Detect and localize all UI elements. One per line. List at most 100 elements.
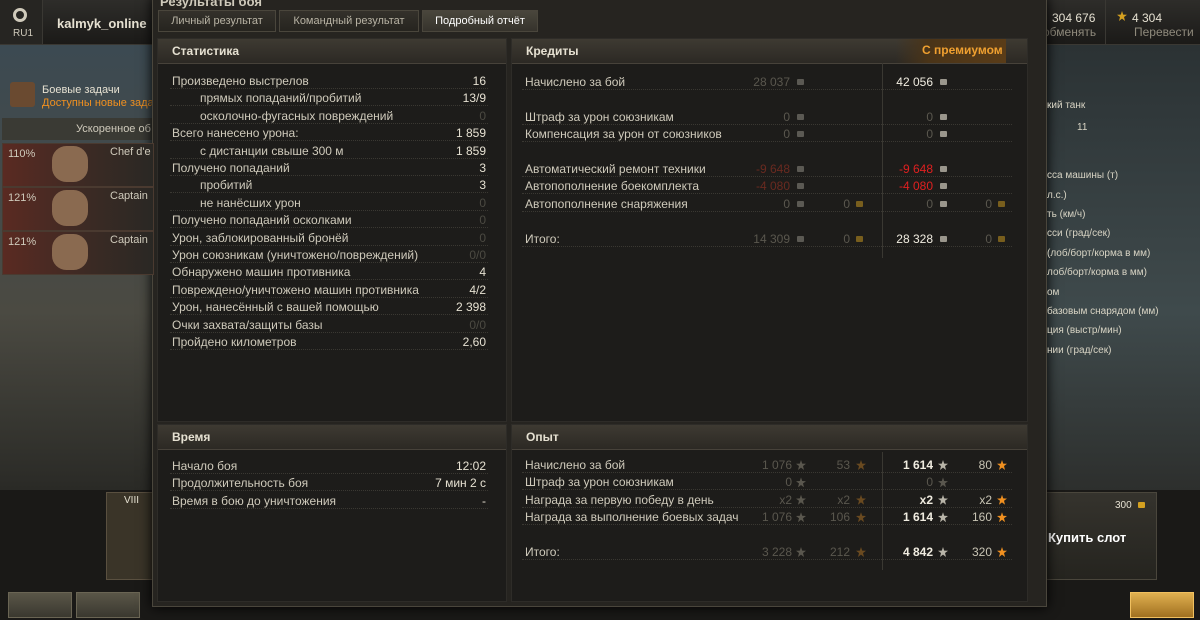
premium-title: С премиумом — [922, 43, 1003, 57]
row-line — [170, 88, 488, 89]
free-xp-icon — [997, 547, 1007, 557]
xp-icon — [938, 512, 948, 523]
row-line — [170, 296, 488, 298]
xp-label: Штраф за урон союзникам — [525, 475, 674, 490]
hangar-right — [1045, 45, 1200, 490]
credit-base: 14 309 — [753, 231, 790, 246]
buy-slot-label: Купить слот — [1048, 530, 1127, 545]
exchange[interactable]: обменять — [1043, 25, 1097, 39]
stat-value: 0/0 — [469, 317, 486, 332]
credit-premium: -4 080 — [898, 179, 933, 194]
gold-icon — [1138, 502, 1145, 508]
credit-label: Итого: — [525, 231, 560, 246]
gold-icon — [856, 235, 863, 242]
vehicle-param: нии (град/сек) — [1047, 345, 1112, 356]
vehicle-param: сса машины (т) — [1047, 170, 1119, 181]
slot-price: 300 — [1115, 500, 1132, 511]
credit-premium: 42 056 — [896, 75, 933, 89]
tab-label: Подробный отчёт — [435, 15, 525, 27]
row-line — [522, 176, 1012, 177]
premium-header — [896, 39, 1006, 63]
button[interactable] — [76, 592, 140, 618]
time-value: - — [482, 493, 486, 508]
transfer[interactable]: Перевести — [1134, 25, 1194, 39]
credit-icon — [797, 235, 804, 242]
quest-icon[interactable] — [10, 82, 35, 107]
stat-label: с дистанции свыше 300 м — [200, 143, 344, 158]
username[interactable]: kalmyk_online — [57, 16, 147, 31]
crew-name: Chef d'e — [110, 146, 151, 158]
xp-label: Итого: — [525, 545, 560, 559]
vehicle-param: ом — [1047, 287, 1060, 298]
statistics-panel: Статистика — [157, 38, 507, 422]
gold: 4 304 — [1132, 11, 1163, 25]
gold-icon — [856, 200, 863, 207]
row-line — [170, 244, 488, 246]
credit-icon — [940, 183, 947, 190]
stat-label: Очки захвата/защиты базы — [172, 317, 323, 332]
tab[interactable] — [279, 10, 419, 32]
row-line — [170, 490, 488, 492]
gold-icon — [1117, 11, 1127, 21]
xp-icon — [796, 547, 806, 557]
row-line — [522, 123, 1012, 125]
xp-base: 1 076 — [761, 458, 792, 472]
crew-face — [52, 190, 88, 226]
row-line — [170, 105, 488, 107]
credit-icon — [797, 183, 804, 190]
crew-face — [52, 146, 88, 182]
crew-face — [52, 234, 88, 270]
xp-icon — [938, 477, 948, 488]
training-bar[interactable] — [2, 118, 152, 140]
credits-panel: Кредиты — [511, 38, 1028, 422]
xp-premium: 1 614 — [902, 458, 933, 472]
free-xp-base: 53 — [836, 458, 850, 472]
stat-value: 1 859 — [455, 126, 486, 141]
row-line — [522, 559, 1012, 560]
crew-pct: 110% — [8, 148, 36, 160]
crew-pct: 121% — [8, 236, 37, 248]
credit-premium: -9 648 — [898, 162, 933, 176]
stat-value: 1 859 — [455, 143, 486, 158]
free-xp-icon — [997, 512, 1007, 523]
credit-icon — [940, 131, 947, 138]
row-line — [170, 331, 488, 333]
credit-premium: 28 328 — [896, 231, 933, 246]
row-line — [522, 193, 1012, 195]
row-line — [522, 210, 1012, 212]
credit-icon — [940, 166, 947, 172]
credit-base: -4 080 — [755, 179, 790, 194]
stat-label: Урон союзникам (уничтожено/повреждений) — [172, 248, 419, 262]
crew-name: Captain — [110, 234, 148, 246]
credit-label: Автоматический ремонт техники — [525, 162, 706, 176]
credit-icon — [940, 200, 947, 207]
stat-value: 16 — [472, 74, 486, 88]
row-line — [170, 314, 488, 316]
stat-value: 0/0 — [469, 248, 486, 262]
time-value: 7 мин 2 с — [435, 476, 486, 491]
vehicle-param: ть (км/ч) — [1047, 209, 1086, 220]
server-label: RU1 — [13, 28, 34, 39]
tab[interactable] — [422, 10, 538, 32]
credit-base: -9 648 — [755, 162, 790, 176]
xp-base: 0 — [785, 475, 792, 490]
stat-label: Произведено выстрелов — [172, 74, 309, 88]
row-line — [522, 489, 1012, 491]
free-xp-premium: 320 — [971, 545, 992, 559]
free-xp-premium: x2 — [979, 492, 992, 507]
tab-label: Командный результат — [293, 15, 405, 27]
tier: VIII — [124, 495, 140, 506]
gear-icon — [13, 8, 27, 22]
button[interactable] — [1130, 592, 1194, 618]
row-line — [170, 349, 488, 350]
crew-pct: 121% — [8, 192, 37, 204]
vehicle-param: л.с.) — [1047, 190, 1067, 201]
button[interactable] — [8, 592, 72, 618]
credit-base: 0 — [783, 109, 790, 124]
tab[interactable] — [158, 10, 276, 32]
time-label: Начало боя — [172, 459, 238, 473]
xp-label: Начислено за бой — [525, 458, 626, 472]
menu-button[interactable] — [0, 0, 43, 44]
stat-label: Пройдено километров — [172, 335, 297, 349]
stat-label: Обнаружено машин противника — [172, 265, 351, 280]
